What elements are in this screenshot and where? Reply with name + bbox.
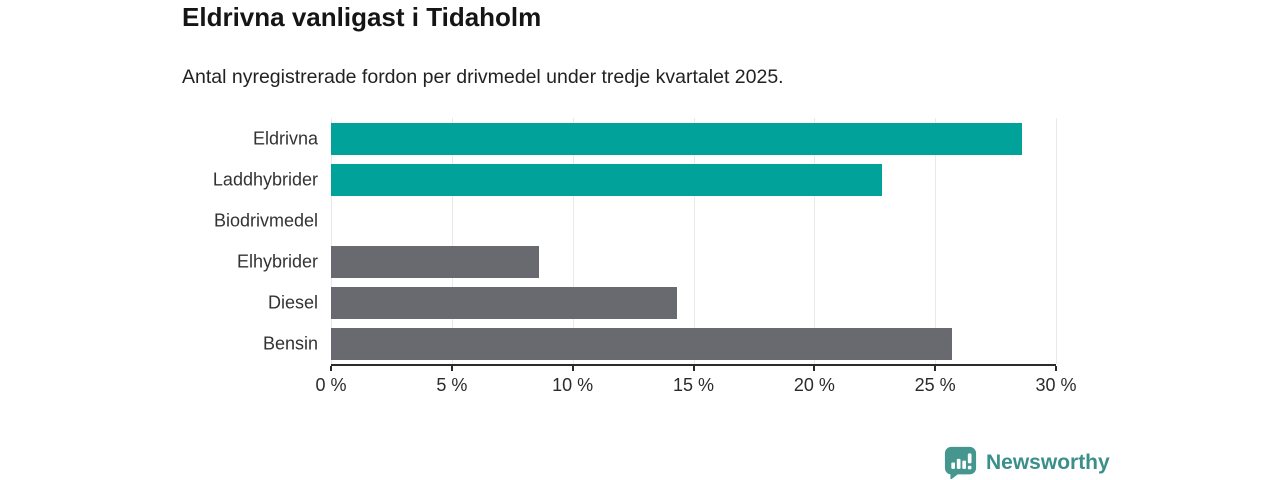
category-label: Eldrivna: [252, 128, 318, 148]
x-tick-label: 0 %: [315, 375, 347, 395]
axis-tick: [450, 366, 453, 371]
gridline: [572, 118, 574, 364]
category-label: Diesel: [267, 292, 318, 312]
axis-tick: [934, 366, 937, 371]
category-label: Laddhybrider: [212, 169, 318, 189]
x-tick-label: 5 %: [436, 375, 468, 395]
x-tick-label: 20 %: [793, 375, 835, 395]
x-tick-label: 10 %: [552, 375, 594, 395]
bar: [331, 163, 882, 196]
axis-tick: [692, 366, 695, 371]
newsworthy-logo-icon: [944, 446, 977, 479]
axis-tick: [330, 366, 332, 371]
bar: [331, 122, 1023, 155]
bar-row: Laddhybrider: [213, 159, 1056, 200]
gridline: [693, 118, 695, 364]
page-title: Eldrivna vanligast i Tidaholm: [182, 2, 542, 32]
category-label: Elhybrider: [236, 251, 318, 271]
category-label: Biodrivmedel: [213, 210, 318, 230]
axis-tick: [813, 366, 816, 371]
bar-row: Diesel: [268, 282, 1056, 323]
gridline: [1056, 118, 1057, 364]
chart-subtitle: Antal nyregistrerade fordon per drivmede…: [182, 66, 784, 88]
bar: [331, 327, 953, 360]
gridline: [814, 118, 816, 364]
x-tick-label: 15 %: [672, 375, 715, 395]
gridline: [331, 118, 332, 364]
x-tick-label: 25 %: [914, 375, 956, 395]
bar-row: Biodrivmedel: [214, 200, 1056, 241]
bar: [331, 245, 539, 278]
bar-row: Elhybrider: [237, 241, 1056, 282]
bar: [331, 286, 677, 319]
category-label: Bensin: [262, 333, 318, 353]
plot-area: 0 % 5 % 10 % 15 % 20 % 25 % 30 % Eldrivna Laddhy…: [213, 118, 1077, 395]
axis-tick: [571, 366, 574, 371]
newsworthy-logo-text: Newsworthy: [986, 450, 1110, 474]
newsworthy-logo: Newsworthy: [944, 446, 1110, 479]
gridline: [451, 118, 453, 364]
bar-row: Eldrivna: [253, 118, 1056, 159]
gridline: [935, 118, 937, 364]
x-tick-label: 30 %: [1035, 375, 1077, 395]
bar-row: Bensin: [263, 323, 1056, 364]
axis-tick: [1055, 366, 1057, 371]
